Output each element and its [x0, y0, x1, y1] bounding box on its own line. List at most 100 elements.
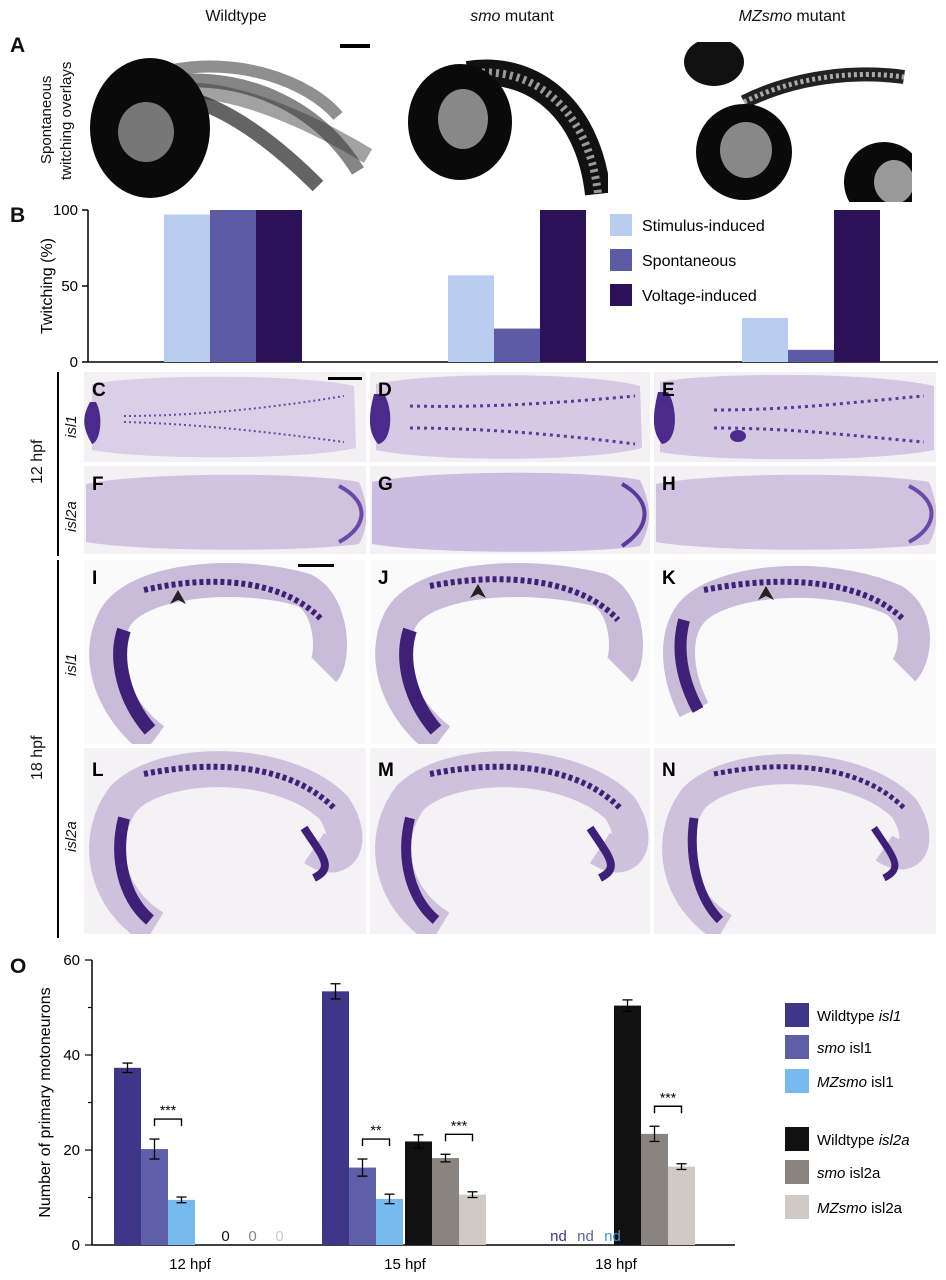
- panel-h-image: [654, 466, 936, 554]
- panel-label-o: O: [10, 955, 27, 978]
- panel-g-image: [370, 466, 650, 554]
- panel-k-image: [654, 560, 936, 744]
- row-label-isl2a-18: isl2a: [63, 821, 80, 852]
- panel-o-legend-swatch-3: [785, 1069, 809, 1093]
- panel-a-mzsmo-image: [684, 42, 912, 202]
- panel-o-sig-label-3: ***: [451, 1117, 468, 1133]
- panel-label-c: C: [92, 380, 106, 401]
- panel-o-sig-bracket-2: [361, 1138, 391, 1147]
- panel-a-wildtype-image: [90, 44, 373, 198]
- panel-b-bar-stimulus-induced-smo-mutant: [448, 275, 494, 362]
- panel-o-bar-mzsmo-isl2a-15-hpf: [459, 1194, 486, 1245]
- panel-o-sig-label-1: ***: [160, 1102, 177, 1118]
- row-divider-12hpf: [57, 372, 59, 556]
- panel-o-bar-mzsmo-isl1-15-hpf: [376, 1198, 403, 1245]
- panel-label-e: E: [662, 380, 675, 401]
- panel-c-image: [84, 372, 366, 462]
- panel-b-ytick-label-50: 50: [61, 278, 78, 295]
- panel-b-bar-spontaneous-smo-mutant: [494, 328, 540, 362]
- panel-o-legend-swatch-5: [785, 1160, 809, 1184]
- panel-d-image: [370, 372, 650, 462]
- panel-a-ylabel-line2: twitching overlays: [58, 61, 75, 180]
- column-title-wildtype: Wildtype: [205, 8, 267, 25]
- panel-a-ylabel-line1: Spontaneous: [38, 75, 55, 164]
- panel-b-ytick-label-0: 0: [70, 354, 78, 371]
- panel-label-n: N: [662, 760, 676, 781]
- panel-o-legend-label-2: smo isl1: [817, 1040, 872, 1057]
- panel-b-legend-label-spontaneous: Spontaneous: [642, 253, 736, 270]
- panel-o-legend-label-6: MZsmo isl2a: [817, 1200, 903, 1217]
- panel-o-bar-mzsmo-isl2a-18-hpf: [668, 1166, 695, 1245]
- panel-o-legend-swatch-4: [785, 1127, 809, 1151]
- panel-b-legend-label-voltage-induced: Voltage-induced: [642, 288, 757, 305]
- panel-label-d: D: [378, 380, 392, 401]
- panel-o-legend-label-5: smo isl2a: [817, 1165, 881, 1182]
- panel-b-ytick-label-100: 100: [53, 202, 78, 219]
- panel-o-nd-label-2: nd: [577, 1228, 594, 1245]
- row-label-18hpf: 18 hpf: [29, 735, 46, 780]
- panel-o-xlabel-18-hpf: 18 hpf: [595, 1256, 638, 1273]
- panel-o-legend-label-4: Wildtype isl2a: [817, 1132, 910, 1149]
- panel-label-l: L: [92, 760, 104, 781]
- panel-o-zero-label-1: 0: [221, 1228, 229, 1245]
- panel-b-bar-voltage-induced-smo-mutant: [540, 210, 586, 362]
- panel-b-legend-swatch-stimulus-induced: [610, 214, 632, 236]
- panel-o-bar-smo-isl2a-18-hpf: [641, 1133, 668, 1245]
- panel-b-bar-spontaneous-mzsmo-mutant: [788, 349, 834, 362]
- panel-o-ytick-label-0: 0: [72, 1237, 80, 1254]
- panel-b-bar-voltage-induced-wildtype: [256, 210, 302, 362]
- panel-n-image: [654, 748, 936, 934]
- panel-o-bar-mzsmo-isl1-12-hpf: [168, 1199, 195, 1245]
- panel-o-sig-bracket-1: [153, 1118, 183, 1127]
- panel-e-image: [654, 372, 936, 462]
- panel-o-sig-label-2: **: [371, 1122, 382, 1138]
- panel-label-i: I: [92, 568, 98, 589]
- panel-b-legend-swatch-spontaneous: [610, 249, 632, 271]
- panel-o-chart: 0 20 40 60 Number of primary motoneurons 12 h…: [37, 952, 910, 1273]
- panel-j-image: [370, 560, 650, 744]
- panel-o-nd-label-3: nd: [604, 1228, 621, 1245]
- panel-label-m: M: [378, 760, 394, 781]
- panel-o-nd-label-1: nd: [550, 1228, 567, 1245]
- panel-o-legend-label-3: MZsmo isl1: [817, 1074, 894, 1091]
- panel-b-ylabel: Twitching (%): [39, 238, 56, 334]
- column-title-mzsmo: MZsmo mutant: [738, 8, 846, 25]
- panel-a-smo-image: [408, 59, 608, 196]
- panel-label-h: H: [662, 474, 676, 495]
- panel-label-k: K: [662, 568, 676, 589]
- panel-o-bar-smo-isl1-15-hpf: [349, 1167, 376, 1245]
- panel-o-sig-label-4: ***: [660, 1089, 677, 1105]
- panel-o-zero-label-3: 0: [275, 1228, 283, 1245]
- panel-o-legend-swatch-1: [785, 1003, 809, 1027]
- panel-o-ytick-label-40: 40: [63, 1047, 80, 1064]
- panel-o-sig-bracket-3: [444, 1133, 474, 1142]
- panel-b-legend-label-stimulus-induced: Stimulus-induced: [642, 218, 765, 235]
- panel-o-bar-smo-isl2a-15-hpf: [432, 1158, 459, 1245]
- panel-o-sig-bracket-4: [653, 1105, 683, 1114]
- panel-o-bar-smo-isl1-12-hpf: [141, 1149, 168, 1245]
- panel-o-legend-label-1: Wildtype isl1: [817, 1008, 901, 1025]
- panel-o-bar-wildtype-isl1-12-hpf: [114, 1067, 141, 1245]
- panel-o-ytick-label-60: 60: [63, 952, 80, 969]
- panel-o-bar-wildtype-isl2a-18-hpf: [614, 1005, 641, 1245]
- panel-b-bar-stimulus-induced-wildtype: [164, 214, 210, 362]
- panel-o-ytick-label-20: 20: [63, 1142, 80, 1159]
- panel-o-ylabel: Number of primary motoneurons: [37, 987, 54, 1217]
- panel-o-xlabel-15-hpf: 15 hpf: [384, 1256, 427, 1273]
- panel-o-zero-label-2: 0: [248, 1228, 256, 1245]
- panel-o-legend-swatch-6: [785, 1195, 809, 1219]
- row-label-isl1-18: isl1: [63, 653, 80, 676]
- panel-b-chart: 0 50 100 Twitching (%) Stimulus-induced Spont…: [39, 202, 938, 371]
- panel-o-bar-wildtype-isl2a-15-hpf: [405, 1141, 432, 1245]
- panel-b-bar-voltage-induced-mzsmo-mutant: [834, 210, 880, 362]
- panel-m-image: [370, 748, 650, 934]
- row-divider-18hpf: [57, 560, 59, 938]
- panel-label-b: B: [10, 204, 26, 227]
- row-label-12hpf: 12 hpf: [29, 439, 46, 484]
- row-label-isl1-12: isl1: [63, 415, 80, 438]
- panel-o-xlabel-12-hpf: 12 hpf: [169, 1256, 212, 1273]
- panel-i-image: [84, 560, 366, 744]
- panel-f-image: [84, 466, 366, 554]
- panel-b-bar-spontaneous-wildtype: [210, 210, 256, 362]
- column-title-smo: smo mutant: [470, 8, 554, 25]
